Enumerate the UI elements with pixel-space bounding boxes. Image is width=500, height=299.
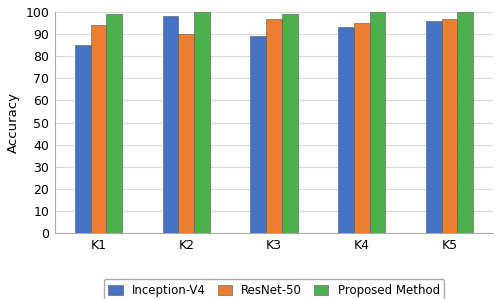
Bar <box>194 12 210 233</box>
Bar <box>90 25 106 233</box>
Bar <box>426 21 442 233</box>
Bar <box>354 23 370 233</box>
Bar <box>338 28 354 233</box>
Bar <box>458 12 473 233</box>
Bar <box>266 19 282 233</box>
Legend: Inception-V4, ResNet-50, Proposed Method: Inception-V4, ResNet-50, Proposed Method <box>104 279 444 299</box>
Bar <box>442 19 458 233</box>
Bar <box>370 12 386 233</box>
Bar <box>282 14 298 233</box>
Bar <box>178 34 194 233</box>
Bar <box>162 16 178 233</box>
Y-axis label: Accuracy: Accuracy <box>7 92 20 153</box>
Bar <box>106 14 122 233</box>
Bar <box>250 36 266 233</box>
Bar <box>75 45 90 233</box>
